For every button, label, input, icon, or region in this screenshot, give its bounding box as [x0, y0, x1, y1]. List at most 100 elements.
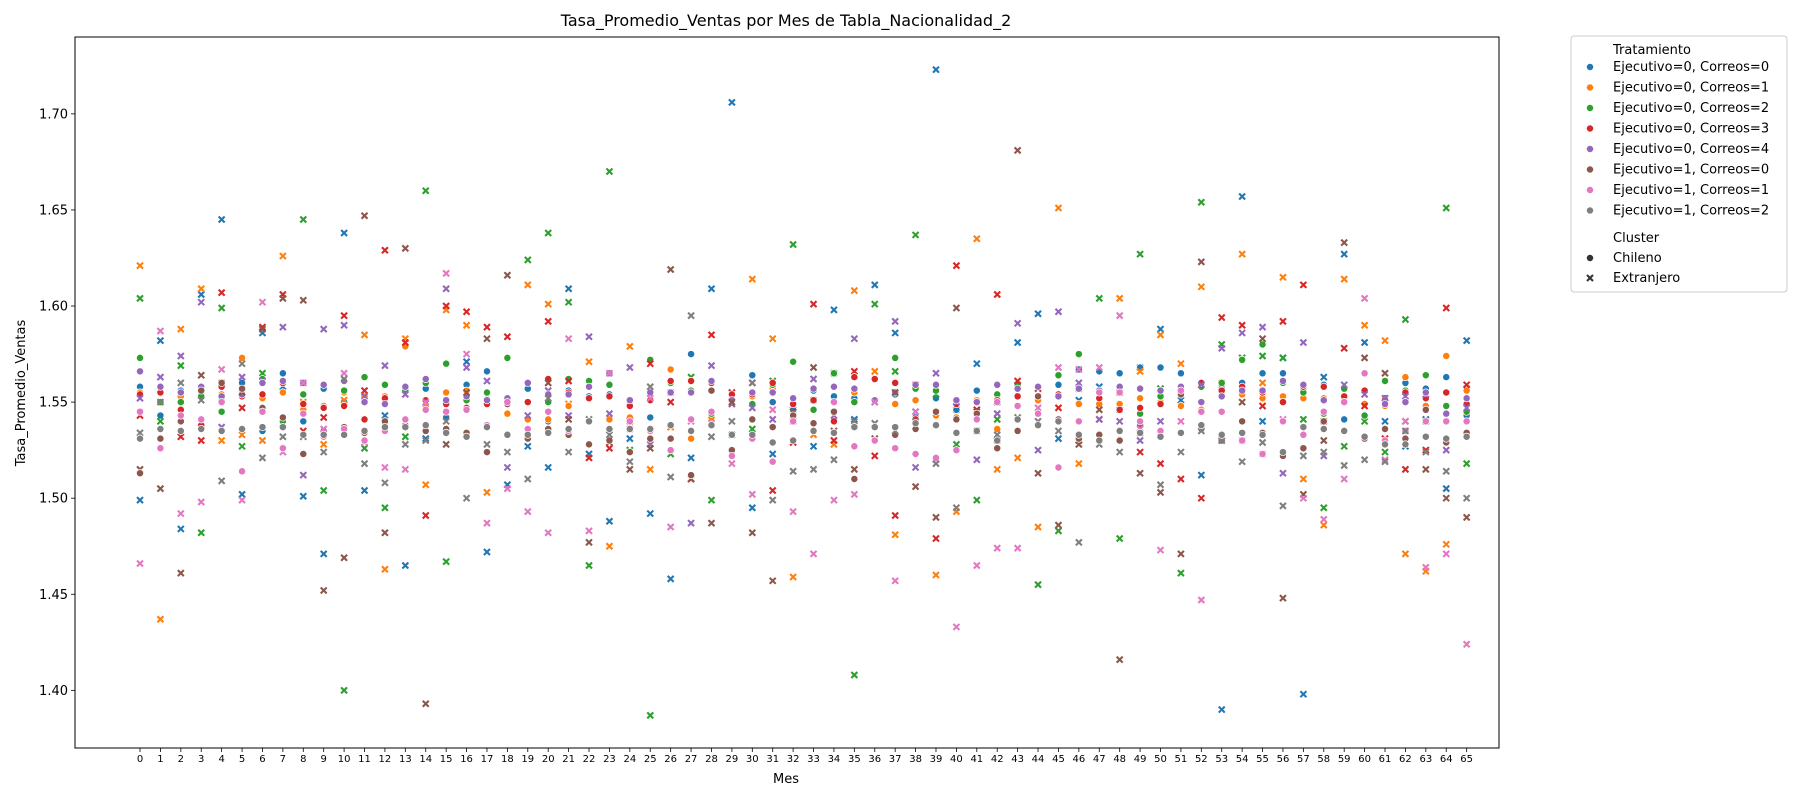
point-extranjero	[1115, 534, 1124, 543]
point-chileno	[299, 430, 308, 439]
point-chileno	[360, 426, 369, 435]
legend-series-label: Ejecutivo=0, Correos=2	[1613, 101, 1769, 116]
point-extranjero	[646, 359, 654, 368]
point-extranjero	[1034, 309, 1042, 318]
point-extranjero	[1360, 321, 1369, 329]
point-chileno	[278, 444, 287, 453]
point-extranjero	[197, 498, 205, 506]
point-chileno	[401, 415, 410, 424]
point-extranjero	[687, 311, 695, 320]
point-chileno	[789, 436, 798, 445]
point-extranjero	[1442, 484, 1450, 493]
point-chileno	[932, 453, 940, 462]
point-chileno	[1421, 371, 1430, 380]
point-chileno	[217, 407, 226, 416]
point-extranjero	[830, 436, 838, 445]
point-extranjero	[1422, 446, 1430, 454]
point-extranjero	[1177, 550, 1185, 558]
point-extranjero	[1401, 427, 1410, 435]
point-chileno	[993, 444, 1002, 453]
point-extranjero	[258, 369, 267, 378]
point-chileno	[258, 390, 267, 399]
point-extranjero	[993, 431, 1001, 439]
point-chileno	[401, 382, 410, 391]
point-extranjero	[1115, 311, 1124, 320]
point-chileno	[1462, 417, 1471, 426]
x-tick-label: 49	[1134, 754, 1147, 765]
point-extranjero	[340, 396, 348, 404]
point-chileno	[809, 426, 818, 435]
x-tick-label: 39	[930, 754, 943, 765]
point-chileno	[911, 380, 920, 389]
point-extranjero	[544, 463, 552, 472]
point-extranjero	[1095, 363, 1104, 372]
point-chileno	[319, 380, 328, 389]
x-tick-label: 62	[1399, 754, 1412, 765]
point-extranjero	[381, 504, 389, 512]
point-chileno	[850, 442, 859, 451]
point-extranjero	[1401, 315, 1410, 324]
point-chileno	[176, 426, 185, 435]
point-extranjero	[973, 561, 981, 570]
x-tick-label: 5	[239, 754, 245, 765]
point-chileno	[1462, 386, 1471, 395]
point-extranjero	[1320, 436, 1328, 445]
point-extranjero	[197, 371, 205, 379]
point-extranjero	[1054, 427, 1063, 435]
point-chileno	[768, 438, 777, 447]
point-chileno	[1442, 373, 1451, 382]
x-tick-label: 8	[300, 754, 306, 765]
point-chileno	[278, 413, 287, 422]
point-extranjero	[1136, 250, 1144, 258]
point-extranjero	[462, 350, 471, 358]
point-chileno	[217, 378, 226, 387]
point-extranjero	[891, 367, 899, 376]
point-chileno	[1381, 425, 1389, 433]
legend-frame	[1570, 35, 1788, 293]
point-extranjero	[748, 275, 757, 283]
point-chileno	[1258, 430, 1267, 439]
x-tick-label: 43	[1011, 754, 1024, 765]
point-extranjero	[871, 398, 879, 406]
point-extranjero	[564, 284, 573, 293]
point-extranjero	[483, 323, 491, 331]
legend-series-label: Ejecutivo=0, Correos=3	[1613, 122, 1769, 137]
point-extranjero	[462, 363, 471, 372]
point-chileno	[380, 423, 389, 432]
point-extranjero	[626, 434, 634, 443]
point-extranjero	[156, 417, 165, 426]
x-tick-label: 47	[1093, 754, 1106, 765]
point-extranjero	[177, 525, 185, 533]
series-8	[136, 311, 1471, 547]
point-chileno	[789, 357, 798, 366]
x-tick-label: 59	[1338, 754, 1351, 765]
point-extranjero	[442, 284, 450, 293]
point-extranjero	[483, 548, 491, 556]
point-extranjero	[952, 504, 961, 512]
point-extranjero	[381, 246, 389, 255]
point-chileno	[1360, 432, 1369, 441]
point-chileno	[707, 407, 716, 416]
point-extranjero	[1442, 494, 1450, 502]
point-chileno	[1381, 377, 1389, 385]
x-tick-label: 65	[1460, 754, 1473, 765]
point-extranjero	[1299, 452, 1308, 460]
point-extranjero	[789, 467, 797, 476]
legend-style-title: Cluster	[1613, 231, 1660, 246]
point-extranjero	[707, 331, 716, 339]
point-extranjero	[871, 452, 879, 460]
point-chileno	[891, 378, 900, 387]
point-chileno	[829, 428, 838, 437]
point-extranjero	[871, 367, 879, 376]
point-chileno	[687, 388, 696, 397]
point-extranjero	[177, 361, 185, 370]
point-extranjero	[442, 269, 450, 278]
point-extranjero	[952, 304, 961, 312]
point-extranjero	[1075, 538, 1083, 547]
point-chileno	[1217, 430, 1226, 439]
point-chileno	[952, 415, 961, 424]
point-extranjero	[1462, 404, 1471, 412]
point-extranjero	[217, 304, 226, 312]
y-axis: 1.40 1.45 1.50 1.55 1.60 1.65 1.70	[39, 107, 75, 699]
point-chileno	[707, 421, 716, 430]
